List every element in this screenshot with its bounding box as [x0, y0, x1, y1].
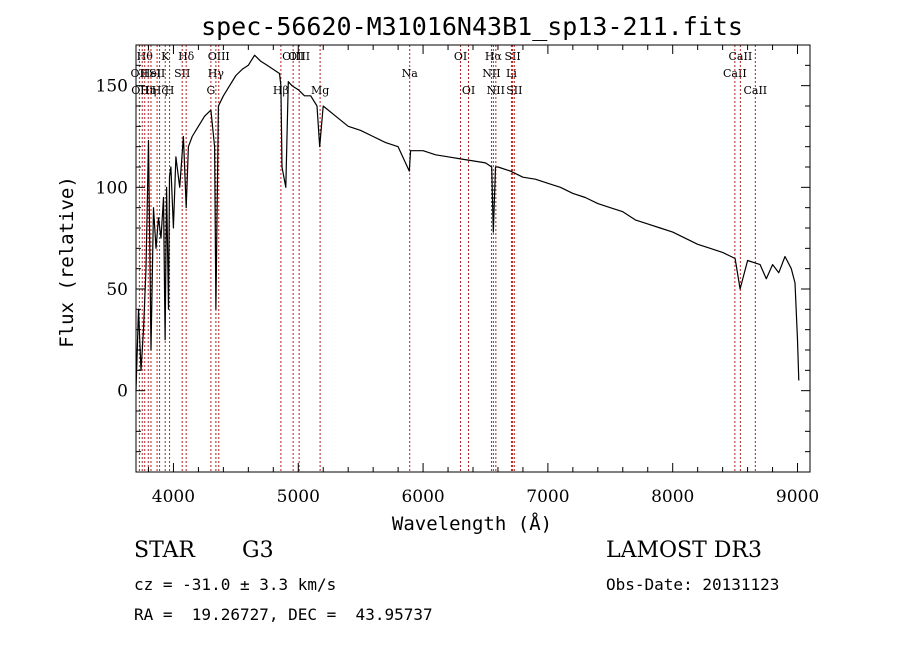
object-class: STAR: [134, 538, 195, 563]
x-axis-label: Wavelength (Å): [392, 512, 552, 535]
spectrum-series: [135, 54, 800, 391]
axes: 4000 5000 6000 7000 8000 9000 0 50 100 150: [96, 44, 819, 507]
x-tick-label-4: 8000: [651, 487, 694, 507]
line-label-11: G: [206, 84, 215, 97]
line-label-4: HeI: [141, 67, 161, 80]
line-label-9: SII: [174, 67, 190, 80]
line-label-6: Hζ: [152, 84, 168, 97]
line-label-19: OI: [454, 50, 467, 63]
spectrum-line-0: [135, 54, 800, 391]
coordinates: RA = 19.26727, DEC = 43.95737: [134, 605, 433, 624]
x-tick-label-5: 9000: [776, 487, 819, 507]
line-label-23: NII: [487, 84, 505, 97]
line-label-10: Hδ: [178, 50, 195, 63]
survey-name: LAMOST DR3: [606, 538, 762, 563]
line-label-22: Hα: [485, 50, 503, 63]
line-label-16: OIII: [288, 50, 310, 63]
object-subclass: G3: [242, 538, 274, 563]
line-label-5: SII: [149, 67, 165, 80]
line-label-21: NII: [482, 67, 500, 80]
line-label-3: Hη: [140, 84, 156, 97]
y-tick-label-2: 100: [96, 178, 128, 198]
line-label-2: Hθ: [137, 50, 154, 63]
chart-title: spec-56620-M31016N43B1_sp13-211.fits: [201, 12, 743, 41]
line-label-28: CaII: [729, 50, 753, 63]
observation-date: Obs-Date: 20131123: [606, 575, 780, 594]
line-label-26: SII: [506, 84, 522, 97]
x-tick-label-3: 7000: [526, 487, 569, 507]
line-label-8: H: [165, 84, 175, 97]
y-axis-label: Flux (relative): [56, 176, 78, 348]
plot-frame: [135, 44, 811, 473]
redshift-velocity: cz = -31.0 ± 3.3 km/s: [134, 575, 337, 594]
y-tick-label-1: 50: [106, 280, 128, 300]
y-tick-label-3: 150: [96, 77, 128, 97]
x-tick-label-0: 4000: [152, 487, 195, 507]
line-label-25: SII: [504, 50, 520, 63]
x-tick-label-1: 5000: [277, 487, 320, 507]
y-tick-label-0: 0: [117, 382, 128, 402]
line-label-7: K: [161, 50, 170, 63]
line-label-20: OI: [462, 84, 475, 97]
emission-lines: OIIOIIIHθHηHeISIIHζKHSIIHδGHγOIIIHβOIIIO…: [131, 45, 767, 472]
line-label-29: CaII: [743, 84, 767, 97]
line-label-12: Hγ: [208, 67, 225, 80]
line-label-13: OIII: [208, 50, 230, 63]
line-label-27: CaII: [723, 67, 747, 80]
line-label-17: Mg: [311, 84, 329, 97]
line-label-18: Na: [402, 67, 419, 80]
line-label-0: OII: [131, 67, 149, 80]
line-label-24: Li: [506, 67, 517, 80]
x-tick-label-2: 6000: [401, 487, 444, 507]
